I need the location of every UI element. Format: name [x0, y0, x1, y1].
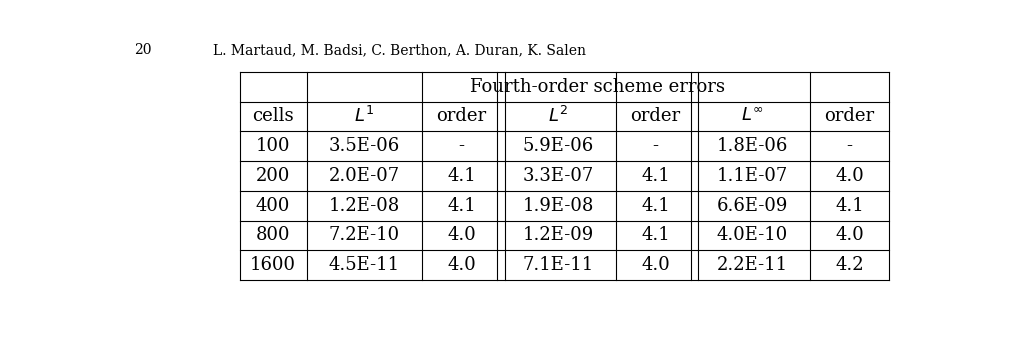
Text: Fourth-order scheme errors: Fourth-order scheme errors: [470, 78, 725, 96]
Text: 4.0: 4.0: [835, 226, 864, 244]
Text: 6.6E-09: 6.6E-09: [716, 197, 788, 215]
Text: 2.2E-11: 2.2E-11: [716, 256, 788, 274]
Text: 1.2E-09: 1.2E-09: [523, 226, 594, 244]
Text: 2.0E-07: 2.0E-07: [329, 167, 400, 185]
Text: 1.2E-08: 1.2E-08: [329, 197, 401, 215]
Text: $L^{\infty}$: $L^{\infty}$: [742, 107, 764, 125]
Text: 800: 800: [256, 226, 291, 244]
Text: 4.0: 4.0: [447, 256, 476, 274]
Text: 4.0E-10: 4.0E-10: [716, 226, 788, 244]
Text: 20: 20: [134, 43, 151, 57]
Text: 1.8E-06: 1.8E-06: [716, 137, 788, 155]
Text: 3.3E-07: 3.3E-07: [523, 167, 594, 185]
Text: 4.2: 4.2: [835, 256, 864, 274]
Text: order: order: [824, 107, 875, 125]
Text: 4.1: 4.1: [641, 197, 670, 215]
Text: 200: 200: [256, 167, 291, 185]
Text: 1.9E-08: 1.9E-08: [523, 197, 594, 215]
Text: 4.1: 4.1: [447, 167, 476, 185]
Text: 4.1: 4.1: [641, 226, 670, 244]
Text: 3.5E-06: 3.5E-06: [329, 137, 401, 155]
Text: 5.9E-06: 5.9E-06: [523, 137, 594, 155]
Text: 4.0: 4.0: [447, 226, 476, 244]
Text: 1.1E-07: 1.1E-07: [716, 167, 788, 185]
Text: 400: 400: [256, 197, 291, 215]
Text: -: -: [653, 137, 659, 155]
Text: 4.1: 4.1: [447, 197, 476, 215]
Text: -: -: [458, 137, 464, 155]
Text: order: order: [436, 107, 486, 125]
Text: cells: cells: [252, 107, 294, 125]
Text: $L^2$: $L^2$: [549, 106, 568, 126]
Text: 7.2E-10: 7.2E-10: [329, 226, 400, 244]
Text: 1600: 1600: [250, 256, 296, 274]
Text: 4.0: 4.0: [835, 167, 864, 185]
Text: $L^1$: $L^1$: [354, 106, 374, 126]
Text: order: order: [631, 107, 680, 125]
Text: 4.1: 4.1: [835, 197, 864, 215]
Text: 100: 100: [256, 137, 291, 155]
Text: 4.0: 4.0: [641, 256, 670, 274]
Text: 4.1: 4.1: [641, 167, 670, 185]
Text: 7.1E-11: 7.1E-11: [523, 256, 594, 274]
Text: L. Martaud, M. Badsi, C. Berthon, A. Duran, K. Salen: L. Martaud, M. Badsi, C. Berthon, A. Dur…: [213, 43, 586, 57]
Text: 4.5E-11: 4.5E-11: [329, 256, 400, 274]
Text: -: -: [847, 137, 853, 155]
